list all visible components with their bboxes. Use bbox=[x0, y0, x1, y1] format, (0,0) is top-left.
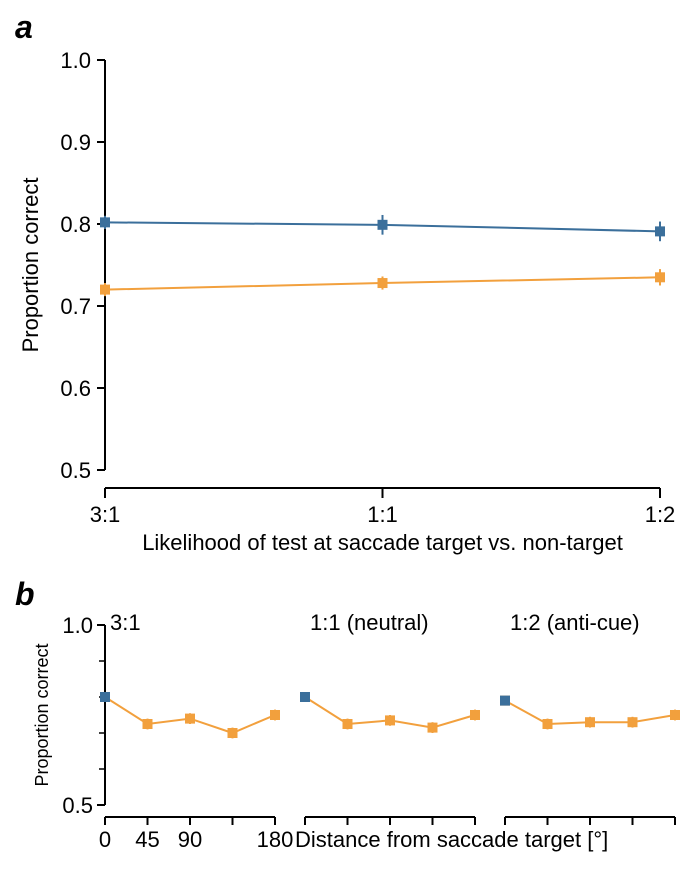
data-marker bbox=[300, 692, 310, 702]
ytick-label: 0.9 bbox=[60, 130, 91, 155]
figure-svg: a 0.5 0.6 0.7 0.8 0.9 1.0 3:1 1:1 1:2 Likelihood o… bbox=[0, 0, 700, 890]
data-marker bbox=[100, 217, 110, 227]
ytick-label: 0.7 bbox=[60, 294, 91, 319]
data-marker bbox=[385, 715, 395, 725]
figure-page: a 0.5 0.6 0.7 0.8 0.9 1.0 3:1 1:1 1:2 Likelihood o… bbox=[0, 0, 700, 890]
data-marker bbox=[100, 692, 110, 702]
x-axis-label: Distance from saccade target [°] bbox=[295, 827, 608, 852]
xtick-label: 45 bbox=[135, 827, 159, 852]
xtick-label: 1:2 bbox=[645, 502, 676, 527]
data-marker bbox=[100, 285, 110, 295]
ytick-label: 1.0 bbox=[62, 613, 93, 638]
data-marker bbox=[470, 710, 480, 720]
ytick-label: 1.0 bbox=[60, 48, 91, 73]
panel-a-label: a bbox=[15, 9, 33, 45]
data-marker bbox=[428, 723, 438, 733]
data-marker bbox=[500, 696, 510, 706]
xtick-label: 1:1 bbox=[367, 502, 398, 527]
data-marker bbox=[343, 719, 353, 729]
data-marker bbox=[378, 220, 388, 230]
y-axis-label: Proportion correct bbox=[32, 643, 52, 786]
data-marker bbox=[655, 226, 665, 236]
data-marker bbox=[670, 710, 680, 720]
data-marker bbox=[185, 714, 195, 724]
subplot-title: 3:1 bbox=[110, 610, 141, 635]
data-marker bbox=[270, 710, 280, 720]
ytick-label: 0.6 bbox=[60, 376, 91, 401]
panel-b-label: b bbox=[15, 576, 35, 612]
x-axis-label: Likelihood of test at saccade target vs.… bbox=[142, 530, 623, 555]
xtick-label: 180 bbox=[257, 827, 294, 852]
subplot-title: 1:1 (neutral) bbox=[310, 610, 429, 635]
data-marker bbox=[543, 719, 553, 729]
ytick-label: 0.8 bbox=[60, 212, 91, 237]
ytick-label: 0.5 bbox=[62, 793, 93, 818]
xtick-label: 90 bbox=[178, 827, 202, 852]
data-marker bbox=[655, 272, 665, 282]
xtick-label: 3:1 bbox=[90, 502, 121, 527]
xtick-label: 0 bbox=[99, 827, 111, 852]
data-marker bbox=[585, 717, 595, 727]
data-marker bbox=[143, 719, 153, 729]
data-marker bbox=[378, 278, 388, 288]
subplot-title: 1:2 (anti-cue) bbox=[510, 610, 640, 635]
data-marker bbox=[628, 717, 638, 727]
y-axis-label: Proportion correct bbox=[18, 178, 43, 353]
data-marker bbox=[228, 728, 238, 738]
ytick-label: 0.5 bbox=[60, 458, 91, 483]
